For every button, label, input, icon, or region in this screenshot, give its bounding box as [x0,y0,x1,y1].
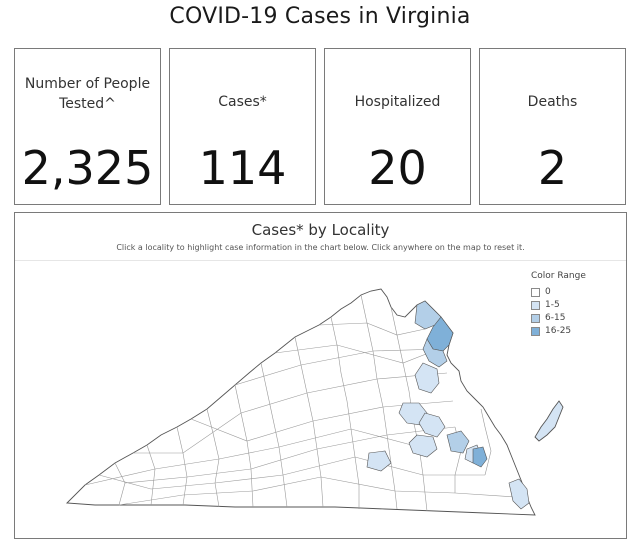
page-title: COVID-19 Cases in Virginia [169,4,471,29]
locality-henrico[interactable] [418,412,446,438]
legend-swatch-16-25 [531,326,540,336]
legend-label-0: 0 [545,287,551,297]
legend-label-1-5: 1-5 [545,300,560,310]
tested-label-line1: Number of People [24,76,151,92]
locality-prince-edward[interactable] [366,450,392,472]
cases-by-locality-panel: Cases* by Locality Click a locality to h… [14,212,627,539]
legend-swatch-1-5 [531,300,540,310]
hospitalized-value: 20 [368,141,427,195]
locality-stafford[interactable] [414,362,440,394]
legend-item-1-5[interactable]: 1-5 [531,299,586,311]
color-range-legend: Color Range 0 1-5 6-15 16-25 [531,271,586,338]
legend-title: Color Range [531,271,586,281]
legend-item-6-15[interactable]: 6-15 [531,312,586,324]
map-divider [15,260,626,261]
map-subtitle: Click a locality to highlight case infor… [116,243,525,252]
tested-label-line2: Tested^ [59,96,116,112]
legend-label-16-25: 16-25 [545,326,572,336]
locality-james-city-hotspot[interactable] [472,446,488,468]
cases-value: 114 [198,141,287,195]
legend-swatch-0 [531,287,540,297]
locality-prince-william[interactable] [422,338,448,368]
deaths-value: 2 [537,141,568,195]
tested-card[interactable]: Number of People Tested^ 2,325 [14,48,161,205]
legend-item-0[interactable]: 0 [531,286,586,298]
legend-swatch-6-15 [531,313,540,323]
locality-chesterfield[interactable] [408,434,438,458]
deaths-card[interactable]: Deaths 2 [479,48,626,205]
tested-value: 2,325 [21,141,154,195]
virginia-locality-map[interactable] [15,213,627,539]
eastern-shore-outline[interactable] [534,400,564,442]
hospitalized-label: Hospitalized [354,94,441,110]
cases-label: Cases* [218,94,267,110]
locality-james-city[interactable] [446,430,470,454]
deaths-label: Deaths [527,94,578,110]
locality-virginia-beach[interactable] [508,478,530,510]
map-title: Cases* by Locality [251,221,390,239]
legend-label-6-15: 6-15 [545,313,566,323]
cases-card[interactable]: Cases* 114 [169,48,316,205]
legend-item-16-25[interactable]: 16-25 [531,325,586,337]
hospitalized-card[interactable]: Hospitalized 20 [324,48,471,205]
